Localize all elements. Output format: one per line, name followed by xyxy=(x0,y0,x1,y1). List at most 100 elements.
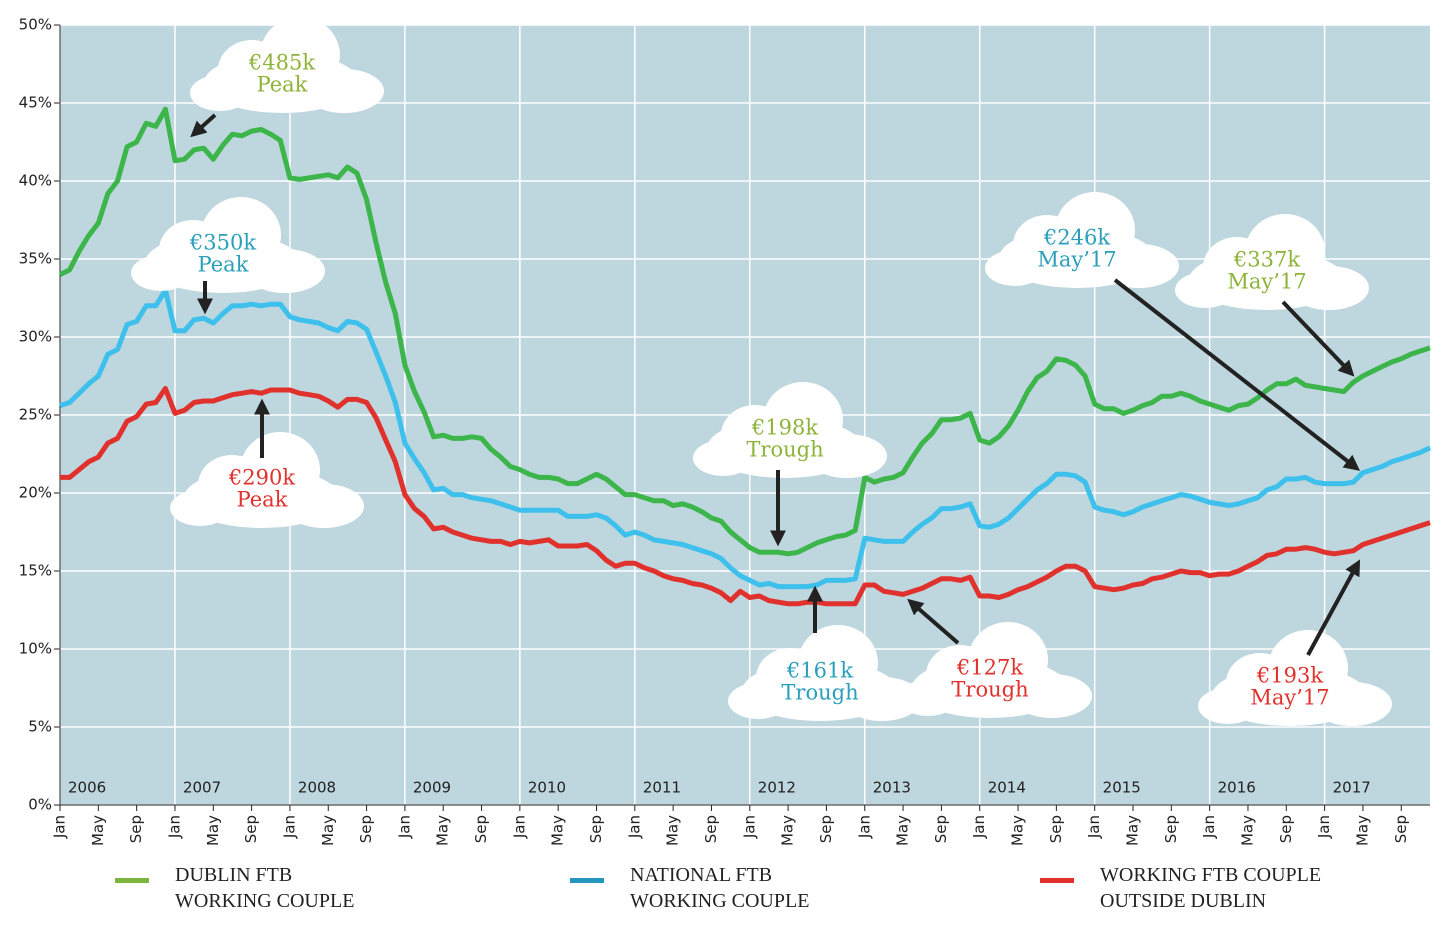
annotation-arrow xyxy=(907,598,960,645)
x-tick-label: Sep xyxy=(932,815,950,843)
x-tick-label: Jan xyxy=(855,815,873,839)
legend-label: WORKING FTB COUPLE OUTSIDE DUBLIN xyxy=(1100,864,1322,912)
x-tick-label: May xyxy=(549,815,567,846)
y-tick-label: 40% xyxy=(19,172,52,190)
series-line xyxy=(60,386,1431,607)
annotation-text: €485k xyxy=(248,51,315,75)
y-tick-label: 20% xyxy=(19,484,52,502)
x-tick-label: May xyxy=(434,815,452,846)
year-label: 2006 xyxy=(68,779,106,797)
x-tick-label: May xyxy=(664,815,682,846)
annotation-text: €350k xyxy=(189,231,256,255)
legend-label: DUBLIN FTB WORKING COUPLE xyxy=(175,864,355,912)
annotation-text: €198k xyxy=(751,416,818,440)
x-tick-label: Sep xyxy=(127,815,145,843)
x-tick-label: Sep xyxy=(817,815,835,843)
y-tick-label: 25% xyxy=(19,406,52,424)
series-line xyxy=(59,287,1432,590)
y-tick-label: 10% xyxy=(19,640,52,658)
cloud-part xyxy=(284,484,364,528)
cloud-part xyxy=(985,250,1045,286)
year-label: 2009 xyxy=(413,779,451,797)
year-label: 2014 xyxy=(988,779,1026,797)
year-label: 2015 xyxy=(1103,779,1141,797)
annotation-text: €193k xyxy=(1256,664,1323,688)
y-tick-label: 0% xyxy=(28,796,52,814)
cloud xyxy=(898,622,1092,718)
x-tick-label: Sep xyxy=(1392,815,1410,843)
cloud-part xyxy=(131,255,191,291)
cloud-part xyxy=(1198,688,1258,724)
annotation-text: €127k xyxy=(956,656,1023,680)
x-tick-label: Jan xyxy=(625,815,643,839)
cloud-part xyxy=(1099,244,1179,288)
year-label: 2017 xyxy=(1333,779,1371,797)
x-tick-label: Jan xyxy=(1315,815,1333,839)
x-tick-label: Jan xyxy=(395,815,413,839)
legend-swatch xyxy=(1040,878,1074,883)
cloud-part xyxy=(842,677,922,721)
cloud xyxy=(190,17,384,113)
legend-swatch xyxy=(570,878,604,883)
cloud-part xyxy=(898,680,958,716)
cloud-part xyxy=(170,490,230,526)
year-label: 2016 xyxy=(1218,779,1256,797)
y-tick-label: 5% xyxy=(28,718,52,736)
year-label: 2013 xyxy=(873,779,911,797)
x-tick-label: Sep xyxy=(472,815,490,843)
x-tick-label: May xyxy=(894,815,912,846)
cloud-part xyxy=(693,440,753,476)
annotation-text: €246k xyxy=(1043,226,1110,250)
x-tick-label: Jan xyxy=(740,815,758,839)
x-tick-label: May xyxy=(89,815,107,846)
annotation-arrow xyxy=(1306,559,1361,656)
x-tick-label: May xyxy=(204,815,222,846)
legend-label: NATIONAL FTB WORKING COUPLE xyxy=(630,864,810,912)
x-tick-label: Sep xyxy=(587,815,605,843)
annotation-text: May’17 xyxy=(1227,270,1306,294)
cloud xyxy=(1175,214,1369,310)
cloud-part xyxy=(1289,266,1369,310)
cloud-part xyxy=(304,69,384,113)
cloud-part xyxy=(728,683,788,719)
y-tick-label: 35% xyxy=(19,250,52,268)
cloud xyxy=(985,192,1179,288)
year-label: 2011 xyxy=(643,779,681,797)
annotation-text: Peak xyxy=(257,73,308,97)
annotation-text: Trough xyxy=(951,678,1028,702)
x-tick-label: May xyxy=(1353,815,1371,846)
annotation-arrow xyxy=(190,113,217,138)
cloud xyxy=(728,625,922,721)
cloud-part xyxy=(1312,682,1392,726)
cloud xyxy=(131,197,325,293)
x-tick-label: Jan xyxy=(970,815,988,839)
x-tick-label: Jan xyxy=(1085,815,1103,839)
y-tick-label: 30% xyxy=(19,328,52,346)
series-line xyxy=(58,106,1431,557)
annotation-text: Peak xyxy=(237,488,288,512)
x-tick-label: Jan xyxy=(1200,815,1218,839)
x-tick-label: Sep xyxy=(702,815,720,843)
year-label: 2012 xyxy=(758,779,796,797)
cloud-part xyxy=(1012,674,1092,718)
annotation-text: €161k xyxy=(786,659,853,683)
legend-swatch xyxy=(115,878,149,883)
x-tick-label: May xyxy=(1238,815,1256,846)
x-tick-label: Jan xyxy=(510,815,528,839)
year-label: 2008 xyxy=(298,779,336,797)
x-tick-label: May xyxy=(319,815,337,846)
x-tick-label: Sep xyxy=(242,815,260,843)
cloud-part xyxy=(1175,272,1235,308)
year-label: 2007 xyxy=(183,779,221,797)
annotation-text: €337k xyxy=(1233,248,1300,272)
annotation-text: €290k xyxy=(228,466,295,490)
x-tick-label: Sep xyxy=(1047,815,1065,843)
x-tick-label: Sep xyxy=(1277,815,1295,843)
annotation-text: Trough xyxy=(746,438,823,462)
x-tick-label: Jan xyxy=(165,815,183,839)
annotation-text: Peak xyxy=(198,253,249,277)
x-tick-label: May xyxy=(779,815,797,846)
year-label: 2010 xyxy=(528,779,566,797)
cloud xyxy=(1198,630,1392,726)
